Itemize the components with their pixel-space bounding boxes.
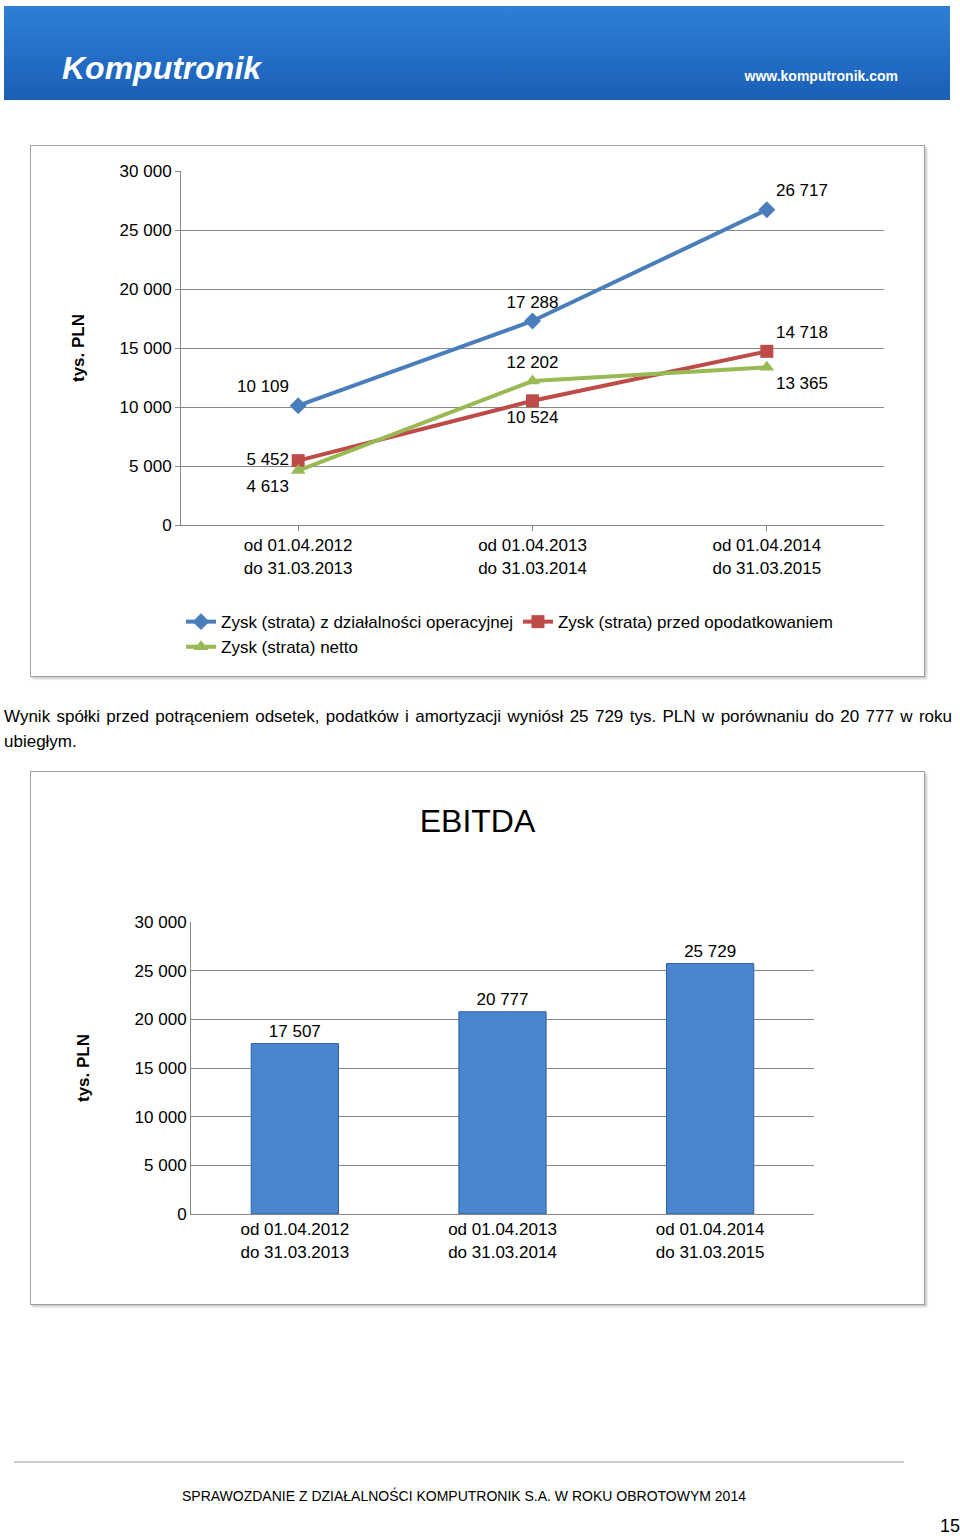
svg-text:Zysk (strata) z działalności o: Zysk (strata) z działalności operacyjnej	[221, 613, 513, 632]
svg-text:od 01.04.2014do 31.03.2015: od 01.04.2014do 31.03.2015	[712, 536, 821, 577]
svg-text:17 507: 17 507	[269, 1022, 321, 1041]
html-text:Komputronik: Komputronik	[62, 50, 262, 86]
svg-text:25 000: 25 000	[135, 962, 187, 981]
svg-text:17 288: 17 288	[507, 293, 559, 312]
svg-text:EBITDA: EBITDA	[420, 803, 536, 839]
svg-text:30 000: 30 000	[120, 162, 172, 181]
svg-text:26 717: 26 717	[776, 181, 828, 200]
svg-text:5 000: 5 000	[144, 1156, 187, 1175]
svg-text:10 000: 10 000	[120, 398, 172, 417]
svg-text:od 01.04.2012do 31.03.2013: od 01.04.2012do 31.03.2013	[240, 1220, 349, 1261]
svg-text:20 777: 20 777	[477, 990, 529, 1009]
svg-text:5 452: 5 452	[246, 450, 289, 469]
html-text:SPRAWOZDANIE Z DZIAŁALNOŚCI KO: SPRAWOZDANIE Z DZIAŁALNOŚCI KOMPUTRONIK …	[182, 1488, 746, 1504]
svg-text:10 000: 10 000	[135, 1108, 187, 1127]
html-text:15: 15	[940, 1516, 960, 1536]
html-text:Wynik spółki przed potrąceniem: Wynik spółki przed potrąceniem odsetek, …	[4, 707, 952, 751]
svg-text:10 524: 10 524	[507, 408, 559, 427]
svg-text:od 01.04.2013do 31.03.2014: od 01.04.2013do 31.03.2014	[448, 1220, 557, 1261]
svg-text:0: 0	[177, 1205, 186, 1224]
svg-text:20 000: 20 000	[135, 1010, 187, 1029]
svg-text:5 000: 5 000	[129, 457, 172, 476]
svg-text:15 000: 15 000	[135, 1059, 187, 1078]
svg-text:od 01.04.2014do 31.03.2015: od 01.04.2014do 31.03.2015	[656, 1220, 765, 1261]
svg-text:20 000: 20 000	[120, 280, 172, 299]
svg-text:13 365: 13 365	[776, 374, 828, 393]
svg-text:od 01.04.2013do 31.03.2014: od 01.04.2013do 31.03.2014	[478, 536, 587, 577]
svg-text:0: 0	[162, 516, 171, 535]
svg-text:4 613: 4 613	[246, 477, 289, 496]
svg-text:25 000: 25 000	[120, 221, 172, 240]
svg-text:15 000: 15 000	[120, 339, 172, 358]
svg-text:tys. PLN: tys. PLN	[69, 314, 88, 382]
svg-text:tys. PLN: tys. PLN	[74, 1034, 93, 1102]
svg-text:12 202: 12 202	[507, 353, 559, 372]
svg-text:25 729: 25 729	[684, 942, 736, 961]
svg-text:10 109: 10 109	[237, 377, 289, 396]
svg-text:Zysk (strata) netto: Zysk (strata) netto	[221, 638, 358, 657]
svg-text:od 01.04.2012do 31.03.2013: od 01.04.2012do 31.03.2013	[244, 536, 353, 577]
svg-text:30 000: 30 000	[135, 913, 187, 932]
svg-text:14 718: 14 718	[776, 323, 828, 342]
html-text:www.komputronik.com: www.komputronik.com	[744, 68, 898, 84]
svg-text:Zysk (strata) przed opodatkowa: Zysk (strata) przed opodatkowaniem	[558, 613, 833, 632]
